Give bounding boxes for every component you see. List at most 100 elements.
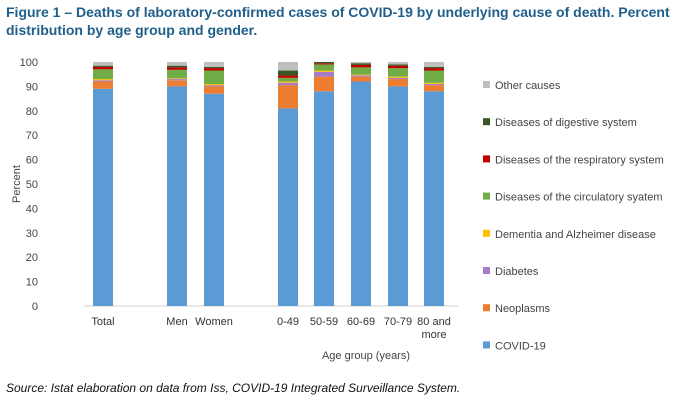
bar-segment-80-and-more-other-causes — [424, 62, 444, 67]
bar-segment-80-and-more-diseases-of-digestive-system — [424, 66, 444, 69]
bar-segment-0-49-dementia-and-alzheimer-disease — [278, 81, 298, 83]
bar-segment-0-49-diseases-of-digestive-system — [278, 70, 298, 76]
bar-segment-0-49-covid-19 — [278, 108, 298, 306]
bar-segment-80-and-more-diabetes — [424, 83, 444, 86]
x-category-label: 0-49 — [277, 316, 299, 328]
y-tick-label: 100 — [20, 57, 38, 69]
y-tick-label: 50 — [26, 179, 38, 191]
x-axis-title: Age group (years) — [322, 350, 410, 362]
bar-segment-60-69-diabetes — [351, 75, 371, 77]
x-category-label: Men — [166, 316, 187, 328]
y-tick-label: 80 — [26, 106, 38, 118]
bar-segment-50-59-diseases-of-digestive-system — [314, 62, 334, 64]
bar-segment-60-69-neoplasms — [351, 76, 371, 82]
legend-swatch — [483, 118, 490, 126]
bar-segment-0-49-other-causes — [278, 62, 298, 71]
bar-segment-women-other-causes — [204, 62, 224, 67]
bar-segment-70-79-diseases-of-digestive-system — [388, 64, 408, 66]
bar-segment-50-59-diseases-of-the-respiratory-system — [314, 63, 334, 65]
legend-label: Diseases of digestive system — [495, 117, 637, 129]
bar-segment-70-79-other-causes — [388, 62, 408, 65]
bar-segment-0-49-neoplasms — [278, 85, 298, 109]
x-category-label: 50-59 — [310, 316, 338, 328]
legend-swatch — [483, 267, 490, 274]
y-tick-label: 90 — [26, 81, 38, 93]
y-axis-title: Percent — [11, 165, 23, 203]
bar-segment-men-covid-19 — [167, 86, 187, 307]
x-category-label: Women — [195, 316, 233, 328]
bar-segment-men-neoplasms — [167, 80, 187, 87]
bar-segment-women-diseases-of-digestive-system — [204, 66, 224, 69]
x-category-label: more — [421, 329, 446, 341]
source-note: Source: Istat elaboration on data from I… — [6, 381, 461, 395]
bar-segment-0-49-diabetes — [278, 82, 298, 86]
x-category-label: 70-79 — [384, 316, 412, 328]
bar-segment-50-59-dementia-and-alzheimer-disease — [314, 70, 334, 72]
bar-segment-50-59-neoplasms — [314, 76, 334, 92]
legend-swatch — [483, 192, 490, 200]
bar-segment-women-diseases-of-the-circulatory-syatem — [204, 70, 224, 84]
legend-swatch — [483, 229, 490, 237]
bar-segment-men-diseases-of-digestive-system — [167, 65, 187, 68]
bar-segment-80-and-more-covid-19 — [424, 91, 444, 306]
legend-label: Neoplasms — [495, 303, 551, 315]
legend-swatch — [483, 341, 490, 349]
bar-segment-men-other-causes — [167, 62, 187, 66]
bar-segment-women-covid-19 — [204, 93, 224, 306]
bar-segment-men-diseases-of-the-circulatory-syatem — [167, 69, 187, 79]
bar-segment-women-diabetes — [204, 85, 224, 87]
bar-segment-total-diseases-of-digestive-system — [93, 65, 113, 67]
x-category-label: 60-69 — [347, 316, 375, 328]
x-category-label: Total — [91, 316, 114, 328]
legend-label: Dementia and Alzheimer disease — [495, 229, 656, 241]
bar-segment-70-79-diseases-of-the-respiratory-system — [388, 65, 408, 69]
legend-label: Other causes — [495, 80, 561, 92]
bar-segment-80-and-more-diseases-of-the-respiratory-system — [424, 68, 444, 71]
bar-segment-70-79-neoplasms — [388, 79, 408, 87]
legend-swatch — [483, 155, 490, 163]
bar-segment-70-79-diseases-of-the-circulatory-syatem — [388, 68, 408, 77]
bar-segment-total-covid-19 — [93, 88, 113, 306]
bar-segment-men-diabetes — [167, 79, 187, 81]
y-tick-label: 20 — [26, 252, 38, 264]
bar-segment-total-dementia-and-alzheimer-disease — [93, 79, 113, 81]
bar-segment-50-59-diabetes — [314, 71, 334, 77]
legend-label: Diabetes — [495, 266, 539, 278]
bar-segment-total-diabetes — [93, 80, 113, 82]
bar-segment-80-and-more-diseases-of-the-circulatory-syatem — [424, 70, 444, 83]
bar-segment-total-diseases-of-the-respiratory-system — [93, 66, 113, 70]
legend-label: COVID-19 — [495, 340, 546, 352]
bar-segment-70-79-covid-19 — [388, 86, 408, 307]
bar-segment-total-diseases-of-the-circulatory-syatem — [93, 69, 113, 80]
bar-segment-60-69-diseases-of-the-respiratory-system — [351, 64, 371, 68]
legend-swatch — [483, 81, 490, 88]
bar-segment-women-neoplasms — [204, 86, 224, 94]
bar-segment-80-and-more-neoplasms — [424, 85, 444, 92]
bar-segment-80-and-more-dementia-and-alzheimer-disease — [424, 82, 444, 84]
bar-segment-60-69-other-causes — [351, 62, 371, 64]
bar-segment-women-diseases-of-the-respiratory-system — [204, 68, 224, 71]
y-tick-label: 60 — [26, 155, 38, 167]
bar-segment-total-other-causes — [93, 62, 113, 66]
y-tick-label: 40 — [26, 203, 38, 215]
y-tick-label: 10 — [26, 277, 38, 289]
legend-swatch — [483, 304, 490, 312]
legend-label: Diseases of the circulatory syatem — [495, 192, 663, 204]
bar-segment-women-dementia-and-alzheimer-disease — [204, 83, 224, 86]
y-tick-label: 30 — [26, 228, 38, 240]
bar-segment-70-79-dementia-and-alzheimer-disease — [388, 76, 408, 78]
bar-segment-60-69-diseases-of-the-circulatory-syatem — [351, 67, 371, 75]
bar-segment-50-59-diseases-of-the-circulatory-syatem — [314, 64, 334, 71]
legend-label: Diseases of the respiratory system — [495, 154, 664, 166]
figure-title: Figure 1 – Deaths of laboratory-confirme… — [6, 4, 670, 38]
bar-segment-0-49-diseases-of-the-circulatory-syatem — [278, 77, 298, 82]
bar-segment-men-dementia-and-alzheimer-disease — [167, 78, 187, 80]
bar-segment-men-diseases-of-the-respiratory-system — [167, 67, 187, 70]
bar-segment-0-49-diseases-of-the-respiratory-system — [278, 75, 298, 78]
bar-segment-60-69-dementia-and-alzheimer-disease — [351, 74, 371, 76]
bar-segment-60-69-diseases-of-digestive-system — [351, 63, 371, 65]
stacked-bar-chart: 0 10 20 30 40 50 60 70 80 90 100 Percent Total Men Wom… — [11, 57, 664, 362]
x-category-label: 80 and — [417, 316, 451, 328]
y-tick-label: 0 — [32, 301, 38, 313]
bar-segment-60-69-covid-19 — [351, 81, 371, 307]
